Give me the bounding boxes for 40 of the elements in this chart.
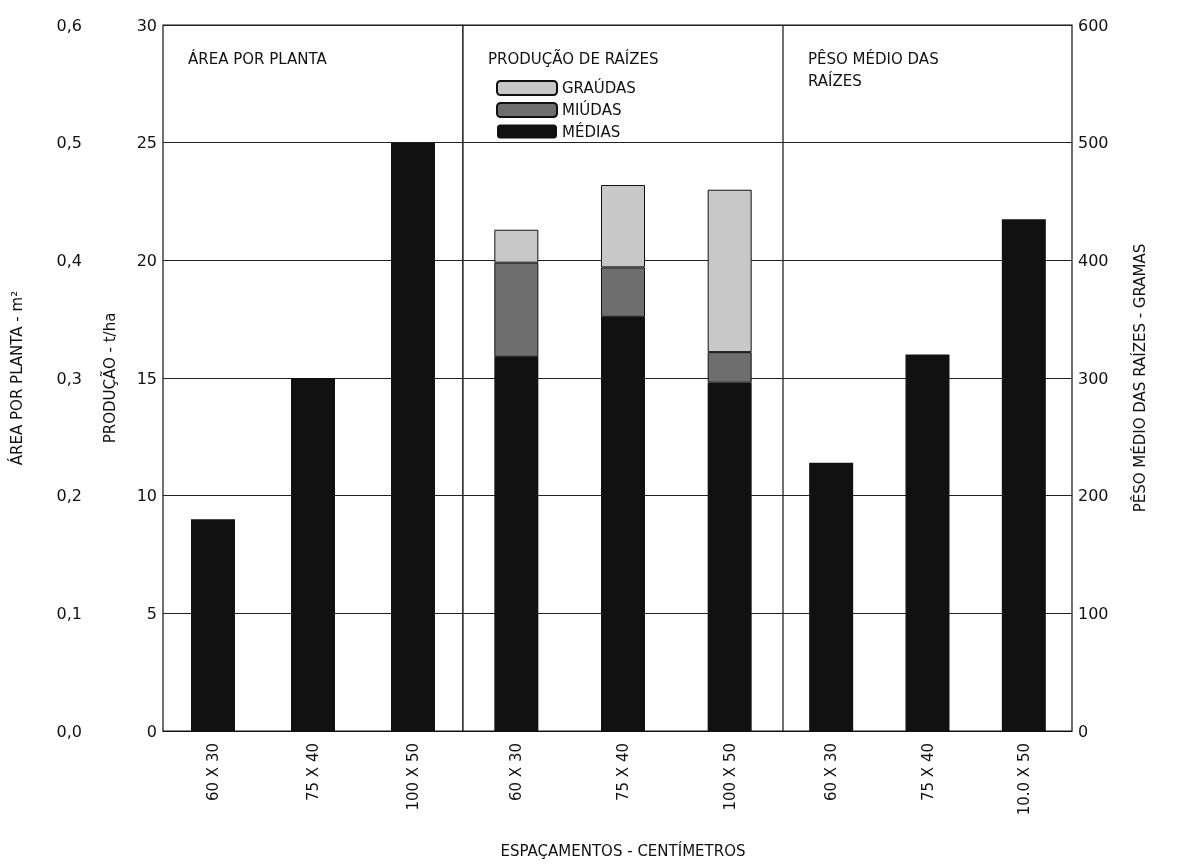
- x-tick-label: 60 X 30: [822, 743, 841, 801]
- y-tick-label: 200: [1078, 486, 1109, 506]
- x-tick-label: 75 X 40: [304, 743, 322, 801]
- y2-tick-label: 30: [136, 15, 157, 35]
- y-tick-label: 0,5: [56, 133, 82, 153]
- x-tick-label: 60 X 30: [507, 743, 526, 801]
- y-tick-label: 100: [1078, 603, 1109, 623]
- text: ÁREA POR PLANTA: [188, 49, 328, 68]
- x-tick-label: 100 X 50: [404, 743, 422, 811]
- y2-tick-label: 10: [136, 486, 157, 506]
- y2-tick-label: 5: [146, 603, 157, 623]
- y-tick-label: 0,3: [56, 368, 82, 388]
- x-tick-label: 75 X 40: [918, 743, 937, 801]
- legend-label: MÉDIAS: [562, 121, 621, 141]
- x-tick-label: 75 X 40: [614, 743, 632, 801]
- legend-label: GRAÚDAS: [562, 78, 636, 97]
- y2-tick-label: 15: [136, 368, 157, 388]
- x-tick-label: 100 X 50: [720, 743, 739, 811]
- y-tick-label: 400: [1078, 250, 1109, 270]
- text: PÊSO MÉDIO DAS RAÍZES: [808, 49, 944, 90]
- y-axis-title: PÊSO MÉDIO DAS RAÍZES - GRAMAS: [1129, 243, 1149, 513]
- x-tick-label: 10.0 X 50: [1014, 743, 1033, 816]
- y-tick-label: 0: [1078, 721, 1089, 741]
- y-axis-title: ÁREA POR PLANTA - m²: [6, 290, 26, 466]
- text: PRODUÇÃO DE RAÍZES: [488, 49, 659, 68]
- y2-axis-title: PRODUÇÃO - t/ha: [99, 312, 119, 444]
- x-tick-label: 60 X 30: [204, 743, 222, 801]
- y-tick-label: 300: [1078, 368, 1109, 388]
- y-tick-label: 0,6: [56, 15, 82, 35]
- y2-tick-label: 0: [146, 721, 157, 741]
- y-tick-label: 0,0: [56, 721, 82, 741]
- y-tick-label: 0,4: [56, 250, 82, 270]
- legend-label: MIÚDAS: [562, 100, 622, 119]
- y2-tick-label: 25: [136, 133, 157, 153]
- y-tick-label: 500: [1078, 133, 1109, 153]
- y2-tick-label: 20: [136, 250, 157, 270]
- y-tick-label: 600: [1078, 15, 1109, 35]
- y-tick-label: 0,2: [56, 486, 82, 506]
- x-axis-title: ESPAÇAMENTOS - CENTÍMETROS: [500, 840, 746, 860]
- y-tick-label: 0,1: [56, 603, 82, 623]
